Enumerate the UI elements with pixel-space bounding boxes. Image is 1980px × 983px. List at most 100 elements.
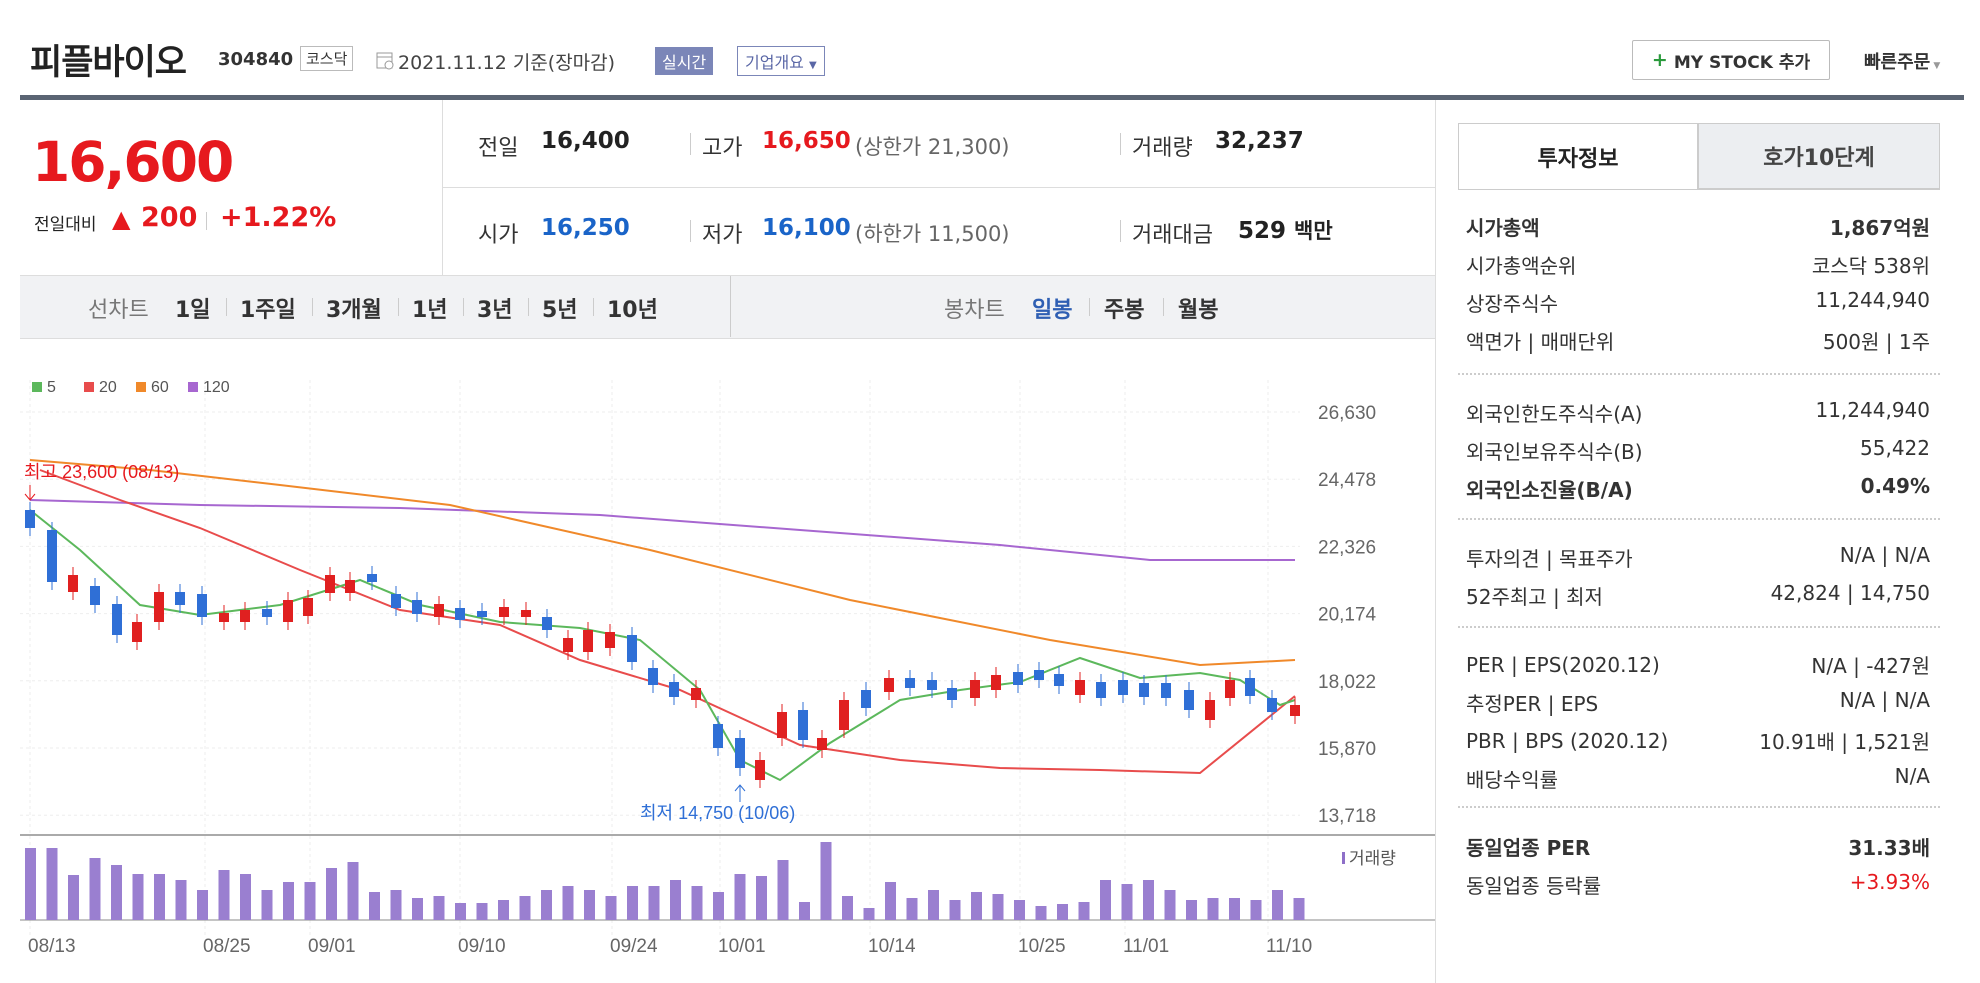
min-arrow-icon <box>734 784 746 792</box>
quick-order-link[interactable]: 빠른주문 ▼ <box>1864 48 1940 74</box>
candle-body <box>691 688 701 700</box>
candle-body <box>1096 682 1106 698</box>
legend-label: 120 <box>203 379 230 396</box>
volume-value: 32,237 <box>1215 128 1304 154</box>
info-row: 동일업종 등락률 +3.93% <box>1466 870 1930 899</box>
info-value: 1,867억원 <box>1829 216 1930 240</box>
info-value: 0.49% <box>1860 474 1930 498</box>
candle-body <box>1245 678 1255 696</box>
candle-body <box>927 680 937 690</box>
candle-body <box>412 600 422 614</box>
info-key-text: 동일업종 등락률 <box>1466 874 1602 898</box>
add-mystock-button[interactable]: + MY STOCK 추가 <box>1632 40 1830 80</box>
y-tick-label: 20,174 <box>1318 605 1377 626</box>
divider <box>398 298 399 316</box>
volume-bar <box>412 898 423 920</box>
candle-body <box>391 594 401 608</box>
info-key: 액면가 | 매매단위 <box>1466 326 1614 355</box>
candle-body <box>1075 680 1085 695</box>
candle-body <box>563 638 573 652</box>
period-5y[interactable]: 5년 <box>542 298 578 323</box>
candle-monthly[interactable]: 월봉 <box>1178 298 1219 323</box>
volume-bar <box>863 908 875 920</box>
tab-orderbook[interactable]: 호가10단계 <box>1698 123 1940 189</box>
candle-body <box>627 635 637 662</box>
divider <box>690 220 691 242</box>
volume-bar <box>842 896 853 920</box>
candle-body <box>455 608 465 620</box>
divider <box>206 212 207 230</box>
candle-body <box>605 632 615 648</box>
info-row: 52주최고 | 최저 42,824 | 14,750 <box>1466 581 1930 610</box>
candle-body <box>477 611 487 617</box>
candle-body <box>1184 690 1194 710</box>
candle-daily[interactable]: 일봉 <box>1032 298 1073 323</box>
period-10y[interactable]: 10년 <box>607 298 658 323</box>
info-row: 추정PER | EPS N/A | N/A <box>1466 688 1930 717</box>
volume-bar <box>605 896 617 920</box>
info-value: N/A | N/A <box>1839 688 1930 712</box>
company-info-dropdown[interactable]: 기업개요 ▼ <box>737 46 825 76</box>
candle-weekly[interactable]: 주봉 <box>1104 298 1145 323</box>
min-price-label: 최저 14,750 (10/06) <box>640 803 795 823</box>
divider <box>1163 298 1164 316</box>
volume-bar <box>240 874 251 920</box>
volume-label: 거래량 <box>1132 136 1193 161</box>
candle-body <box>240 610 250 622</box>
upper-limit: (상한가 21,300) <box>855 135 1010 159</box>
period-3m[interactable]: 3개월 <box>326 298 382 323</box>
info-key: 상장주식수 <box>1466 288 1558 317</box>
info-key: PBR | BPS (2020.12) <box>1466 726 1668 755</box>
info-key-text: 동일업종 PER <box>1466 836 1591 860</box>
candle-body <box>583 630 593 652</box>
period-1d[interactable]: 1일 <box>175 298 211 323</box>
volume-bar <box>1100 880 1111 920</box>
volume-bar <box>369 892 380 920</box>
volume-bar <box>691 886 703 920</box>
volume-bar <box>433 896 445 920</box>
volume-bar <box>1143 880 1154 920</box>
lower-limit: (하한가 11,500) <box>855 222 1010 246</box>
price-chart[interactable]: 26,630 24,478 22,326 20,174 18,022 15,870 13,7… <box>0 360 1435 983</box>
candle-body <box>262 609 272 617</box>
x-tick-label: 09/01 <box>308 936 356 957</box>
candle-body <box>839 700 849 730</box>
low-label: 저가 <box>702 223 743 248</box>
current-price: 16,600 <box>32 130 234 194</box>
change-value: 200 <box>141 202 198 233</box>
legend-label: 60 <box>151 379 169 396</box>
max-arrow-icon <box>24 493 36 501</box>
volume-bar <box>68 875 79 920</box>
candle-body <box>648 668 658 685</box>
volume-bar <box>906 898 918 920</box>
period-1w[interactable]: 1주일 <box>240 298 296 323</box>
quick-order-label: 빠른주문 <box>1864 52 1931 73</box>
legend-swatch <box>188 382 198 392</box>
header-divider <box>20 95 1964 100</box>
legend-label: 5 <box>47 379 56 396</box>
volume-bar <box>1078 902 1090 920</box>
volume-bar <box>197 890 208 920</box>
candle-body <box>798 710 808 740</box>
volume-bar <box>992 894 1004 920</box>
ma5-line <box>29 509 1296 782</box>
volume-bar <box>1035 906 1047 920</box>
tab-investment-info[interactable]: 투자정보 <box>1458 123 1698 189</box>
max-price-label: 최고 23,600 (08/13) <box>24 462 179 482</box>
candle-body <box>112 604 122 635</box>
info-row: 외국인보유주식수(B) 55,422 <box>1466 436 1930 465</box>
candle-body <box>283 600 293 622</box>
info-unit: 억원 <box>1893 216 1930 240</box>
info-key: 추정PER | EPS <box>1466 688 1598 717</box>
amount-label: 거래대금 <box>1132 223 1213 248</box>
info-key-text: 외국인한도주식수(A) <box>1466 402 1643 426</box>
volume-bar <box>476 903 488 920</box>
info-key: 시가총액 <box>1466 212 1540 241</box>
period-3y[interactable]: 3년 <box>477 298 513 323</box>
info-value: +3.93% <box>1849 870 1930 894</box>
period-1y[interactable]: 1년 <box>412 298 448 323</box>
realtime-button[interactable]: 실시간 <box>655 47 714 75</box>
volume-bar <box>1057 904 1068 920</box>
divider <box>1120 220 1121 242</box>
section-divider <box>1458 373 1940 375</box>
